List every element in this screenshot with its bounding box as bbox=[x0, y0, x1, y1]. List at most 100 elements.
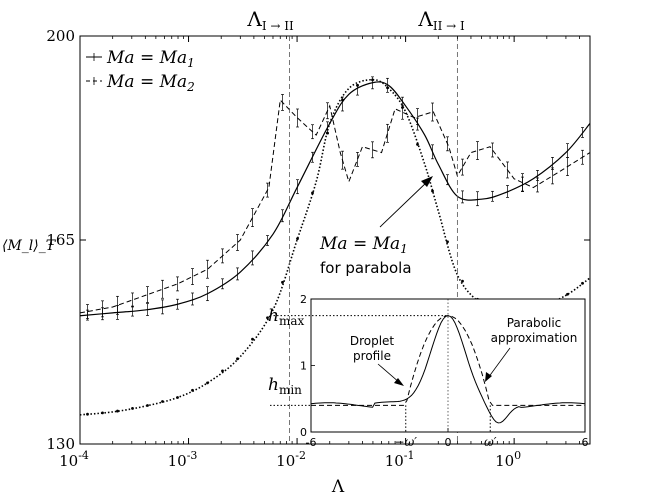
inset-omega-pos-label: ω′ bbox=[484, 435, 497, 449]
series-point-dotted bbox=[581, 281, 584, 285]
x-tick-label-exp: -2 bbox=[295, 449, 306, 462]
y-axis-label-text: ⟨M_l⟩_T bbox=[2, 238, 57, 254]
series-point-dotted bbox=[281, 280, 284, 284]
inset-parabolic-label-1: Parabolic bbox=[507, 316, 562, 330]
series-point-dotted bbox=[431, 189, 434, 193]
inset-y-tick-label: 0 bbox=[300, 426, 307, 439]
x-tick-label-base: 10 bbox=[276, 452, 295, 470]
series-point-dotted bbox=[311, 191, 314, 195]
series-line-solid bbox=[79, 81, 591, 317]
inset-x-tick-label: -6 bbox=[306, 436, 317, 449]
series-point-dotted bbox=[401, 106, 404, 109]
y-tick-label: 165 bbox=[46, 231, 75, 249]
x-tick-label-base: 10 bbox=[495, 452, 514, 470]
legend-solid-main: Ma = Ma bbox=[106, 48, 187, 68]
series-point-dotted bbox=[461, 279, 464, 283]
x-tick-label-exp: 0 bbox=[514, 449, 521, 462]
inset-droplet-label-2: profile bbox=[353, 349, 391, 363]
inset-h-max: hmax bbox=[268, 306, 304, 328]
x-axis-label: Λ bbox=[331, 477, 345, 497]
series-point-dotted bbox=[206, 381, 209, 385]
series-point-dotted bbox=[86, 412, 89, 416]
series-point-dotted bbox=[236, 357, 239, 361]
annotation-line1-sub: 1 bbox=[400, 242, 408, 256]
legend-dashed-label: Ma = Ma2 bbox=[106, 72, 195, 94]
y-tick-label: 200 bbox=[46, 27, 75, 45]
annotation-arrow-line bbox=[379, 180, 429, 228]
series-point-dotted bbox=[221, 369, 224, 373]
inset-y-tick-label: 1 bbox=[300, 360, 307, 373]
series-point-dotted bbox=[386, 86, 389, 90]
inset-y-tick-label: 2 bbox=[300, 293, 307, 306]
series-point-dotted bbox=[341, 98, 344, 102]
series-point-dotted bbox=[176, 396, 179, 399]
inset-droplet-arrow bbox=[377, 363, 401, 384]
transition-label-main: Λ bbox=[246, 7, 262, 31]
transition-label: ΛII → I bbox=[417, 7, 465, 33]
annotation-line2: for parabola bbox=[320, 259, 412, 277]
series-point-dotted bbox=[356, 83, 359, 87]
x-tick-label-base: 10 bbox=[168, 452, 187, 470]
legend-dashed-sub: 2 bbox=[186, 80, 195, 94]
x-tick-label: 10-3 bbox=[168, 449, 198, 470]
y-axis-label: ⟨M_l⟩_T bbox=[2, 238, 57, 254]
inset-h-min-sub: min bbox=[279, 383, 302, 397]
inset-droplet-arrowhead bbox=[394, 378, 404, 386]
inset-droplet-label-1: Droplet bbox=[350, 334, 395, 348]
inset-x-tick-label: 0 bbox=[445, 436, 452, 449]
legend-solid-label: Ma = Ma1 bbox=[106, 48, 195, 70]
x-tick-label: 10-2 bbox=[276, 449, 306, 470]
legend-dashed-main: Ma = Ma bbox=[106, 72, 187, 92]
annotation-parabola: Ma = Ma1 for parabola bbox=[319, 176, 433, 277]
series-point-dotted bbox=[446, 240, 449, 244]
inset-h-min-main: h bbox=[268, 375, 279, 395]
series-point-dotted bbox=[371, 78, 374, 82]
y-tick-label: 130 bbox=[46, 435, 75, 453]
x-tick-label: 10-4 bbox=[59, 449, 89, 470]
inset-h-min: hmin bbox=[268, 375, 302, 397]
series-point-dotted bbox=[566, 292, 569, 296]
x-tick-label: 10-1 bbox=[385, 449, 415, 470]
transition-lines: ΛI → II ΛII → I bbox=[246, 7, 465, 444]
series-point-dotted bbox=[131, 407, 134, 410]
series-point-dotted bbox=[251, 337, 254, 341]
series-point-dotted bbox=[326, 131, 329, 135]
transition-label-sub: I → II bbox=[262, 19, 294, 33]
legend-solid-sub: 1 bbox=[187, 56, 195, 70]
annotation-line1: Ma = Ma1 bbox=[319, 234, 408, 256]
transition-label-sub: II → I bbox=[433, 19, 465, 33]
main-series bbox=[79, 76, 591, 416]
inset-parabolic-arrow bbox=[487, 347, 511, 379]
inset-parabola-curve bbox=[311, 315, 585, 406]
x-tick-label-base: 10 bbox=[59, 452, 78, 470]
transition-label-main: Λ bbox=[417, 7, 433, 31]
series-point-dotted bbox=[266, 316, 269, 320]
x-tick-label-exp: -3 bbox=[187, 449, 198, 462]
inset-parabolic-label-2: approximation bbox=[491, 331, 578, 345]
inset-omega-neg-label: −ω′ bbox=[394, 435, 417, 449]
series-point-dotted bbox=[116, 409, 119, 413]
inset-labels: hmax hmin Droplet profile Parabolic appr… bbox=[268, 306, 577, 397]
inset-plot: 012-6 0 6−ω′ ω′ hmax hmin Droplet profile P… bbox=[268, 293, 589, 449]
annotation-arrowhead bbox=[421, 176, 433, 187]
series-point-dotted bbox=[191, 388, 194, 392]
x-tick-label-exp: -1 bbox=[404, 449, 415, 462]
x-tick-label: 100 bbox=[495, 449, 521, 470]
legend: Ma = Ma1 Ma = Ma2 bbox=[86, 48, 195, 94]
series-point-dotted bbox=[296, 237, 299, 241]
inset-h-max-sub: max bbox=[279, 314, 305, 328]
inset-h-max-main: h bbox=[268, 306, 279, 326]
x-tick-label-base: 10 bbox=[385, 452, 404, 470]
inset-content: 012-6 0 6−ω′ ω′ bbox=[270, 293, 589, 449]
series-point-dotted bbox=[146, 404, 149, 407]
series-point-dotted bbox=[101, 411, 104, 415]
inset-parabolic-arrowhead bbox=[485, 372, 492, 382]
inset-x-tick-label: 6 bbox=[582, 436, 589, 449]
series-line-dashed bbox=[79, 99, 591, 314]
x-tick-labels: 10-4 10-3 10-2 10-1 100 bbox=[59, 36, 591, 470]
transition-label: ΛI → II bbox=[246, 7, 294, 33]
x-tick-label-exp: -4 bbox=[78, 449, 89, 462]
series-point-dotted bbox=[416, 143, 419, 146]
